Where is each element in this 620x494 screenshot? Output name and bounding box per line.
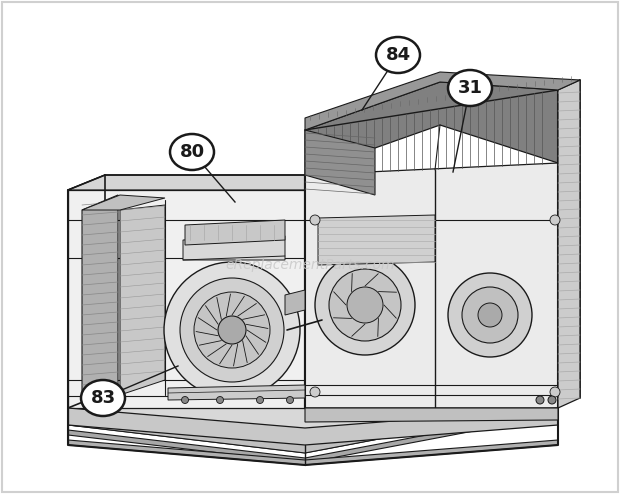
Polygon shape — [558, 80, 580, 408]
Circle shape — [536, 396, 544, 404]
Circle shape — [347, 287, 383, 323]
Ellipse shape — [448, 70, 492, 106]
Polygon shape — [68, 175, 305, 190]
Polygon shape — [305, 163, 558, 408]
Circle shape — [310, 387, 320, 397]
Text: 80: 80 — [179, 143, 205, 161]
Polygon shape — [318, 215, 435, 265]
Polygon shape — [305, 82, 558, 175]
Ellipse shape — [376, 37, 420, 73]
Circle shape — [216, 397, 223, 404]
Polygon shape — [168, 385, 305, 400]
Polygon shape — [82, 195, 118, 395]
Circle shape — [164, 262, 300, 398]
Polygon shape — [285, 290, 305, 315]
Ellipse shape — [81, 380, 125, 416]
Circle shape — [478, 303, 502, 327]
Polygon shape — [68, 440, 558, 465]
Polygon shape — [68, 175, 105, 408]
Polygon shape — [68, 390, 558, 453]
Circle shape — [180, 278, 284, 382]
Circle shape — [548, 396, 556, 404]
Circle shape — [550, 387, 560, 397]
Circle shape — [218, 316, 246, 344]
Polygon shape — [185, 220, 285, 245]
Polygon shape — [68, 370, 558, 453]
Circle shape — [550, 215, 560, 225]
Polygon shape — [68, 408, 558, 445]
Polygon shape — [68, 190, 305, 408]
Text: eReplacementParts.com: eReplacementParts.com — [225, 258, 395, 272]
Text: 83: 83 — [91, 389, 115, 407]
Polygon shape — [68, 410, 558, 463]
Circle shape — [329, 269, 401, 341]
Polygon shape — [183, 236, 285, 260]
Circle shape — [315, 255, 415, 355]
Circle shape — [257, 397, 264, 404]
Circle shape — [194, 292, 270, 368]
Text: 31: 31 — [458, 79, 482, 97]
Polygon shape — [305, 408, 558, 422]
Polygon shape — [120, 205, 165, 395]
Circle shape — [448, 273, 532, 357]
Polygon shape — [82, 195, 165, 210]
Circle shape — [182, 397, 188, 404]
Text: 84: 84 — [386, 46, 410, 64]
Polygon shape — [305, 130, 375, 195]
Ellipse shape — [170, 134, 214, 170]
Circle shape — [286, 397, 293, 404]
Circle shape — [310, 215, 320, 225]
Circle shape — [462, 287, 518, 343]
Polygon shape — [305, 72, 580, 130]
